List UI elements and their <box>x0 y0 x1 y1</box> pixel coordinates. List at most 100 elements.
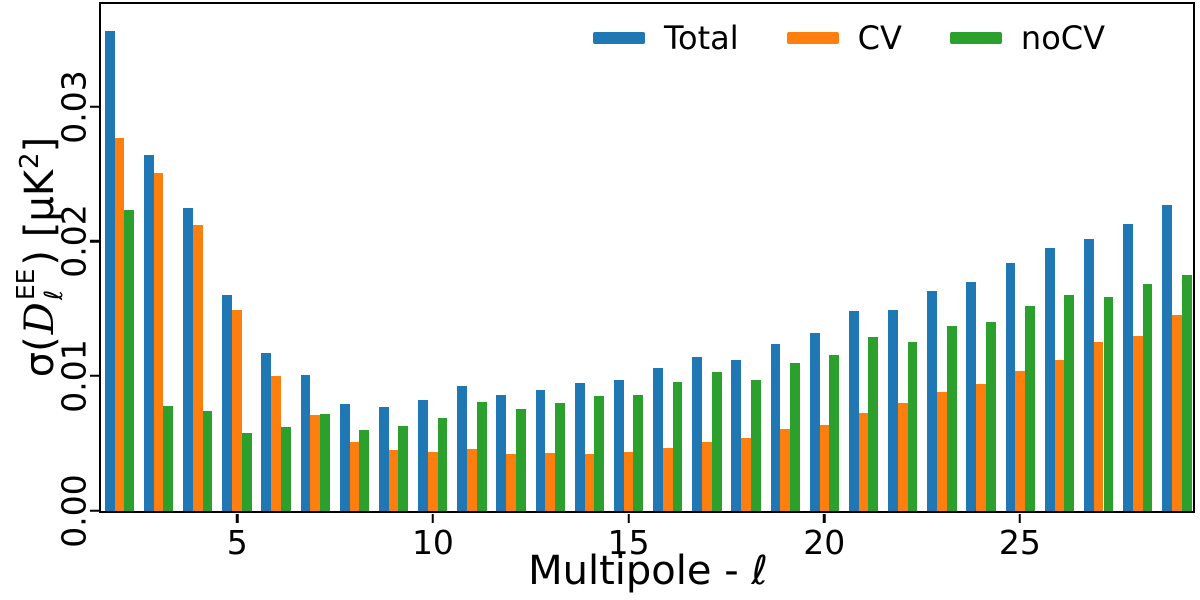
bar-cv-l4 <box>192 225 203 511</box>
bar-cv-l9 <box>388 450 399 511</box>
bar-total-l26 <box>1044 248 1055 511</box>
ylabel-close-bracket: ) [ <box>17 221 63 266</box>
y-tick-mark-0.03 <box>90 105 99 109</box>
bar-nocv-l23 <box>946 326 957 511</box>
x-tick-label-15: 15 <box>607 522 650 562</box>
bar-total-l25 <box>1005 262 1016 511</box>
bar-total-l23 <box>927 291 938 511</box>
bar-total-l11 <box>457 385 467 511</box>
legend-item-cv: CV <box>786 22 902 54</box>
bar-nocv-l25 <box>1025 306 1035 511</box>
bar-nocv-l24 <box>985 322 996 511</box>
bar-cv-l11 <box>467 448 477 511</box>
bar-cv-l13 <box>545 453 556 511</box>
bar-cv-l28 <box>1132 335 1143 511</box>
bar-total-l15 <box>613 380 624 511</box>
bar-cv-l21 <box>858 412 869 511</box>
bar-total-l5 <box>222 295 232 511</box>
bar-nocv-l28 <box>1142 284 1153 511</box>
x-tick-label-10: 10 <box>411 522 454 562</box>
y-tick-label-0.00: 0.00 <box>54 473 94 548</box>
bar-cv-l6 <box>271 376 281 511</box>
bar-cv-l15 <box>623 451 634 511</box>
legend-item-total: Total <box>592 22 739 54</box>
bar-nocv-l8 <box>359 430 370 511</box>
y-tick-mark-0.00 <box>90 509 99 512</box>
x-tick-mark-25 <box>1018 513 1022 523</box>
bar-total-l7 <box>300 374 311 511</box>
legend-swatch-cv <box>786 32 839 44</box>
ylabel-mathcal-d: D <box>17 302 63 335</box>
bar-nocv-l19 <box>790 362 800 511</box>
bar-cv-l18 <box>741 438 751 511</box>
bar-cv-l8 <box>349 442 360 511</box>
y-tick-mark-0.02 <box>90 240 99 243</box>
bar-nocv-l27 <box>1103 296 1114 511</box>
bar-nocv-l17 <box>711 372 722 511</box>
bar-cv-l7 <box>310 415 321 511</box>
bar-cv-l27 <box>1093 342 1104 511</box>
bars-container <box>101 4 1193 511</box>
bar-cv-l2 <box>114 137 125 511</box>
x-axis-label: Multipole - ℓ <box>528 548 768 594</box>
bar-total-l27 <box>1083 238 1094 511</box>
bar-total-l9 <box>378 407 389 511</box>
ylabel-superscript: EE <box>11 268 40 301</box>
bar-nocv-l26 <box>1064 295 1075 511</box>
bar-total-l13 <box>535 389 546 511</box>
bar-nocv-l2 <box>124 210 135 511</box>
bar-cv-l5 <box>232 310 242 511</box>
y-tick-mark-0.01 <box>90 374 99 378</box>
bar-cv-l12 <box>506 454 516 511</box>
ylabel-end-bracket: ] <box>17 136 63 153</box>
plot-area <box>99 2 1195 513</box>
ylabel-sigma-open: σ( <box>17 336 63 378</box>
bar-nocv-l11 <box>476 401 487 511</box>
bar-nocv-l6 <box>280 427 291 511</box>
bar-nocv-l9 <box>398 426 409 511</box>
bar-total-l4 <box>183 207 193 511</box>
bar-total-l19 <box>770 343 781 511</box>
bar-nocv-l4 <box>202 411 213 511</box>
bar-total-l17 <box>692 357 703 511</box>
bar-total-l22 <box>888 310 898 511</box>
bar-cv-l16 <box>662 447 673 511</box>
ylabel-unit-exponent: 2 <box>15 152 45 169</box>
x-tick-mark-10 <box>431 513 435 523</box>
x-tick-mark-5 <box>236 513 239 523</box>
bar-total-l6 <box>261 353 272 511</box>
bar-cv-l24 <box>976 384 986 511</box>
x-tick-mark-20 <box>823 513 826 523</box>
bar-cv-l20 <box>819 424 830 511</box>
legend-label-nocv: noCV <box>1020 19 1105 57</box>
x-tick-label-5: 5 <box>226 522 248 562</box>
bar-total-l24 <box>966 281 977 511</box>
bar-cv-l23 <box>937 392 947 511</box>
legend-swatch-nocv <box>949 32 1002 44</box>
x-tick-mark-15 <box>627 513 630 523</box>
bar-nocv-l18 <box>750 380 761 511</box>
x-tick-label-20: 20 <box>803 522 846 562</box>
bar-total-l14 <box>574 382 585 511</box>
bar-cv-l29 <box>1172 315 1182 511</box>
bar-cv-l3 <box>153 172 164 511</box>
legend-swatch-total <box>592 32 645 44</box>
bar-total-l12 <box>496 395 507 511</box>
bar-nocv-l7 <box>320 413 330 511</box>
bar-cv-l25 <box>1015 370 1026 511</box>
bar-total-l3 <box>143 155 154 511</box>
bar-total-l21 <box>848 311 859 511</box>
bar-total-l8 <box>339 404 350 511</box>
bar-nocv-l13 <box>555 403 565 511</box>
ylabel-subscript: ℓ <box>39 289 68 301</box>
bar-cv-l22 <box>897 403 908 511</box>
bar-total-l18 <box>731 359 742 511</box>
bar-nocv-l12 <box>515 408 526 511</box>
bar-total-l2 <box>104 30 115 511</box>
bar-nocv-l15 <box>633 395 644 511</box>
bar-nocv-l20 <box>829 354 840 511</box>
bar-total-l10 <box>418 400 428 511</box>
y-axis-tick-marks <box>90 5 99 512</box>
bar-nocv-l22 <box>907 342 918 511</box>
